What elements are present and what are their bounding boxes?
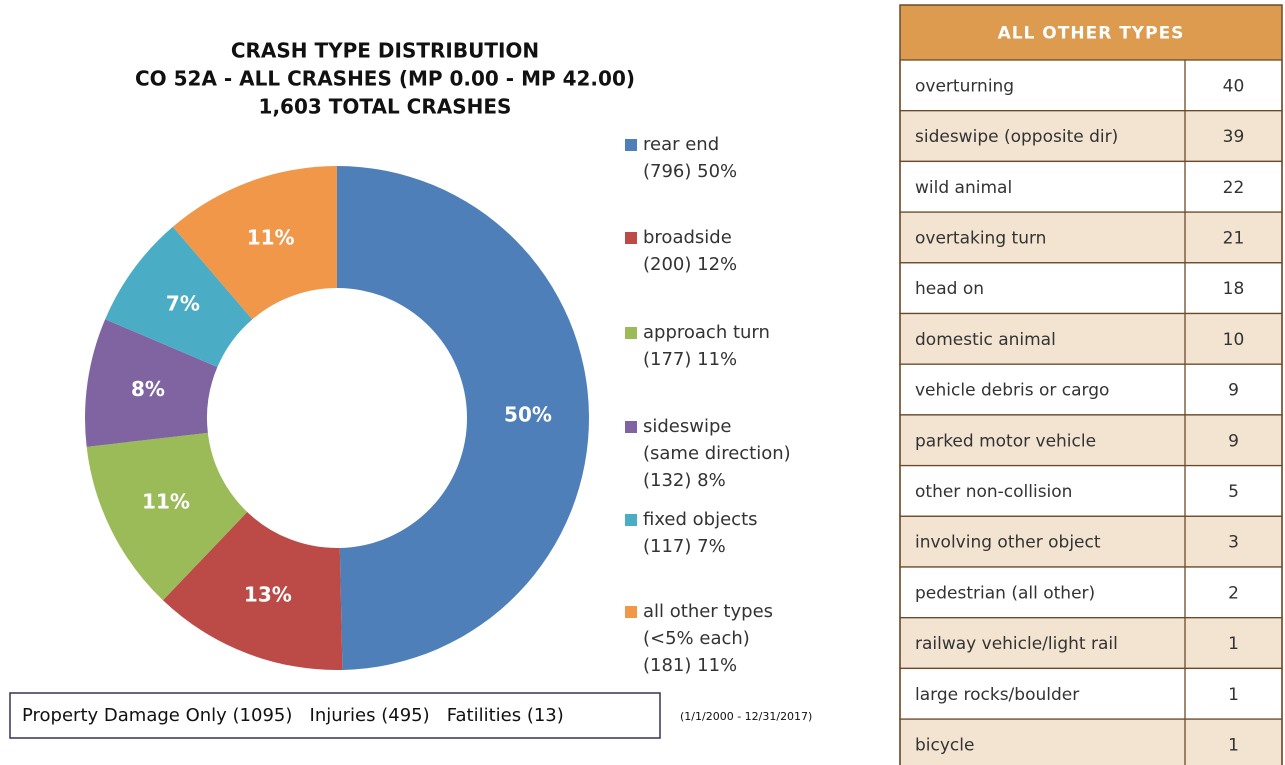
table-row bbox=[899, 211, 1283, 264]
donut-slice bbox=[105, 226, 253, 368]
legend-swatch bbox=[625, 606, 637, 618]
slice-label: 11% bbox=[247, 225, 295, 249]
legend-note: (200) 12% bbox=[643, 254, 737, 275]
slice-label: 11% bbox=[142, 490, 190, 514]
chart-title: CO 52A - ALL CRASHES (MP 0.00 - MP 42.00… bbox=[135, 67, 635, 91]
row-name: railway vehicle/light rail bbox=[915, 634, 1118, 654]
legend-note: (132) 8% bbox=[643, 470, 726, 491]
row-name: bicycle bbox=[915, 735, 974, 755]
chart-title: 1,603 TOTAL CRASHES bbox=[259, 95, 512, 119]
row-count: 1 bbox=[1228, 685, 1239, 705]
legend-label: sideswipe bbox=[643, 416, 731, 437]
row-count: 18 bbox=[1223, 279, 1245, 299]
row-count: 3 bbox=[1228, 533, 1239, 553]
severity-box bbox=[9, 692, 661, 739]
row-name: involving other object bbox=[915, 533, 1101, 553]
legend-label: fixed objects bbox=[643, 509, 758, 530]
row-count: 9 bbox=[1228, 431, 1239, 451]
legend-swatch bbox=[625, 514, 637, 526]
table-row bbox=[899, 262, 1283, 315]
legend-swatch bbox=[625, 327, 637, 339]
date-range: (1/1/2000 - 12/31/2017) bbox=[680, 710, 812, 723]
slice-label: 7% bbox=[166, 292, 200, 316]
donut-slice bbox=[172, 166, 337, 320]
slice-label: 50% bbox=[504, 402, 552, 426]
legend-label: broadside bbox=[643, 227, 732, 248]
row-name: parked motor vehicle bbox=[915, 431, 1096, 451]
row-name: overtaking turn bbox=[915, 228, 1046, 248]
legend-note: (796) 50% bbox=[643, 161, 737, 182]
row-name: domestic animal bbox=[915, 330, 1056, 350]
legend-note: (181) 11% bbox=[643, 655, 737, 676]
table-row bbox=[899, 464, 1283, 517]
row-count: 1 bbox=[1228, 634, 1239, 654]
row-count: 21 bbox=[1223, 228, 1245, 248]
row-name: large rocks/boulder bbox=[915, 685, 1079, 705]
row-name: wild animal bbox=[915, 178, 1012, 198]
legend-note: (same direction) bbox=[643, 443, 791, 464]
legend-note: (117) 7% bbox=[643, 536, 726, 557]
severity-summary: Property Damage Only (1095) Injuries (49… bbox=[22, 705, 564, 726]
row-count: 10 bbox=[1223, 330, 1245, 350]
legend-label: all other types bbox=[643, 601, 773, 622]
chart-title: CRASH TYPE DISTRIBUTION bbox=[231, 39, 539, 63]
legend-swatch bbox=[625, 139, 637, 151]
row-count: 22 bbox=[1223, 178, 1245, 198]
row-count: 9 bbox=[1228, 381, 1239, 401]
slice-label: 13% bbox=[244, 583, 292, 607]
donut-slice bbox=[85, 319, 218, 447]
donut-slice bbox=[337, 166, 590, 670]
donut-slice bbox=[86, 432, 248, 601]
legend-swatch bbox=[625, 421, 637, 433]
table-row bbox=[899, 667, 1283, 720]
row-count: 1 bbox=[1228, 735, 1239, 755]
row-count: 39 bbox=[1223, 127, 1245, 147]
table-header-bg bbox=[900, 5, 1282, 60]
row-count: 40 bbox=[1223, 76, 1245, 96]
table-row bbox=[899, 515, 1283, 568]
slice-label: 8% bbox=[131, 377, 165, 401]
legend-label: rear end bbox=[643, 134, 719, 155]
table-header: ALL OTHER TYPES bbox=[998, 24, 1185, 44]
table-border bbox=[899, 4, 1283, 765]
row-name: other non-collision bbox=[915, 482, 1072, 502]
legend-swatch bbox=[625, 232, 637, 244]
row-name: pedestrian (all other) bbox=[915, 583, 1095, 603]
legend-note: (<5% each) bbox=[643, 628, 750, 649]
donut-slice bbox=[162, 512, 343, 670]
row-name: vehicle debris or cargo bbox=[915, 381, 1109, 401]
legend-note: (177) 11% bbox=[643, 349, 737, 370]
row-count: 2 bbox=[1228, 583, 1239, 603]
row-count: 5 bbox=[1228, 482, 1239, 502]
row-name: head on bbox=[915, 279, 984, 299]
row-name: overturning bbox=[915, 76, 1014, 96]
table-row bbox=[899, 414, 1283, 467]
row-name: sideswipe (opposite dir) bbox=[915, 127, 1118, 147]
legend-label: approach turn bbox=[643, 322, 770, 343]
